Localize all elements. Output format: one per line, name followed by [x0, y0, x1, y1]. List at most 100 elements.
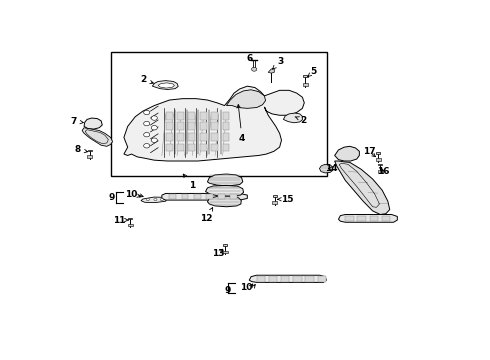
Text: 9: 9: [108, 193, 115, 202]
Text: 4: 4: [237, 104, 245, 143]
Polygon shape: [189, 122, 196, 130]
Circle shape: [151, 116, 157, 120]
Polygon shape: [158, 83, 174, 88]
Polygon shape: [283, 113, 302, 123]
Polygon shape: [335, 161, 390, 215]
Text: 17: 17: [363, 147, 376, 157]
Polygon shape: [152, 81, 178, 90]
Text: 12: 12: [200, 208, 213, 223]
Polygon shape: [378, 170, 383, 173]
Polygon shape: [166, 133, 172, 141]
Polygon shape: [345, 216, 354, 221]
Polygon shape: [177, 122, 184, 130]
Polygon shape: [305, 276, 314, 282]
Polygon shape: [230, 194, 237, 199]
Polygon shape: [249, 275, 326, 283]
Polygon shape: [200, 133, 207, 141]
Polygon shape: [166, 112, 172, 120]
Polygon shape: [268, 69, 274, 73]
Text: 5: 5: [308, 67, 317, 77]
Polygon shape: [382, 216, 390, 221]
Polygon shape: [177, 112, 184, 120]
Text: 8: 8: [74, 145, 88, 154]
Polygon shape: [376, 158, 381, 161]
Circle shape: [144, 132, 150, 137]
Polygon shape: [166, 144, 172, 151]
Polygon shape: [303, 83, 308, 86]
Polygon shape: [319, 164, 333, 173]
Polygon shape: [294, 276, 302, 282]
Polygon shape: [207, 196, 241, 207]
Polygon shape: [166, 122, 172, 130]
Text: 7: 7: [71, 117, 83, 126]
Text: 14: 14: [325, 164, 338, 173]
Circle shape: [151, 138, 157, 143]
Text: 15: 15: [278, 195, 294, 204]
Polygon shape: [222, 144, 229, 151]
Circle shape: [251, 67, 257, 71]
Polygon shape: [84, 118, 102, 129]
Circle shape: [144, 144, 150, 148]
Polygon shape: [211, 144, 218, 151]
Text: 2: 2: [295, 116, 307, 125]
Polygon shape: [211, 112, 218, 120]
Polygon shape: [226, 90, 266, 108]
Polygon shape: [88, 150, 92, 151]
Circle shape: [144, 110, 150, 115]
Circle shape: [160, 198, 163, 201]
Polygon shape: [222, 122, 229, 130]
Polygon shape: [162, 193, 247, 200]
Polygon shape: [200, 112, 207, 120]
Polygon shape: [376, 152, 380, 154]
Polygon shape: [339, 215, 397, 222]
FancyBboxPatch shape: [111, 51, 327, 176]
Polygon shape: [194, 194, 200, 199]
Polygon shape: [358, 216, 366, 221]
Polygon shape: [182, 194, 189, 199]
Text: 1: 1: [183, 174, 196, 190]
Polygon shape: [207, 174, 243, 186]
Circle shape: [151, 126, 157, 130]
Polygon shape: [87, 155, 92, 158]
Circle shape: [144, 121, 150, 126]
Polygon shape: [211, 133, 218, 141]
Polygon shape: [273, 195, 276, 197]
Polygon shape: [211, 122, 218, 130]
Polygon shape: [200, 122, 207, 130]
Polygon shape: [269, 276, 277, 282]
Polygon shape: [177, 144, 184, 151]
Polygon shape: [378, 163, 382, 166]
Polygon shape: [318, 276, 326, 282]
Polygon shape: [141, 197, 167, 203]
Text: 13: 13: [212, 248, 224, 257]
Polygon shape: [335, 146, 359, 161]
Polygon shape: [223, 244, 227, 246]
Polygon shape: [189, 133, 196, 141]
Polygon shape: [170, 194, 176, 199]
Text: 10: 10: [124, 190, 137, 199]
Polygon shape: [223, 251, 227, 253]
Polygon shape: [222, 112, 229, 120]
Polygon shape: [124, 86, 304, 161]
Polygon shape: [177, 133, 184, 141]
Text: 16: 16: [377, 167, 390, 176]
Polygon shape: [82, 128, 113, 146]
Polygon shape: [369, 216, 378, 221]
Polygon shape: [303, 75, 308, 77]
Text: 10: 10: [241, 283, 253, 292]
Text: 2: 2: [140, 75, 153, 84]
Text: 9: 9: [224, 286, 230, 295]
Polygon shape: [206, 194, 213, 199]
Polygon shape: [206, 185, 244, 196]
Circle shape: [154, 198, 157, 201]
Polygon shape: [281, 276, 290, 282]
Text: 6: 6: [246, 54, 253, 63]
Text: 3: 3: [272, 57, 284, 69]
Polygon shape: [200, 144, 207, 151]
Polygon shape: [222, 133, 229, 141]
Text: 11: 11: [113, 216, 128, 225]
Polygon shape: [128, 224, 133, 226]
Circle shape: [147, 198, 149, 201]
Polygon shape: [218, 194, 225, 199]
Polygon shape: [128, 217, 132, 220]
